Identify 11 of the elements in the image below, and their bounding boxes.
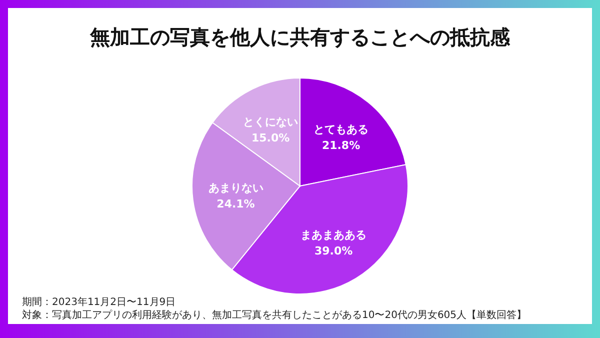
chart-title: 無加工の写真を他人に共有することへの抵抗感 <box>89 25 511 49</box>
text: 期間：2023年11月2日〜11月9日 <box>22 296 176 308</box>
slice-label: とてもある <box>314 122 369 136</box>
slice-label: あまりない <box>208 181 264 194</box>
data-label: 24.1% <box>216 197 255 210</box>
data-label: 21.8% <box>322 138 360 152</box>
text: 対象：写真加工アプリの利用経験があり、無加工写真を共有したことがある10〜20代の男女605人【単数回答】 <box>22 309 527 321</box>
data-label: 15.0% <box>251 131 290 144</box>
slice-label: とくにない <box>243 115 298 128</box>
slice-label: まあまあある <box>300 228 367 242</box>
data-label: 39.0% <box>314 244 353 258</box>
